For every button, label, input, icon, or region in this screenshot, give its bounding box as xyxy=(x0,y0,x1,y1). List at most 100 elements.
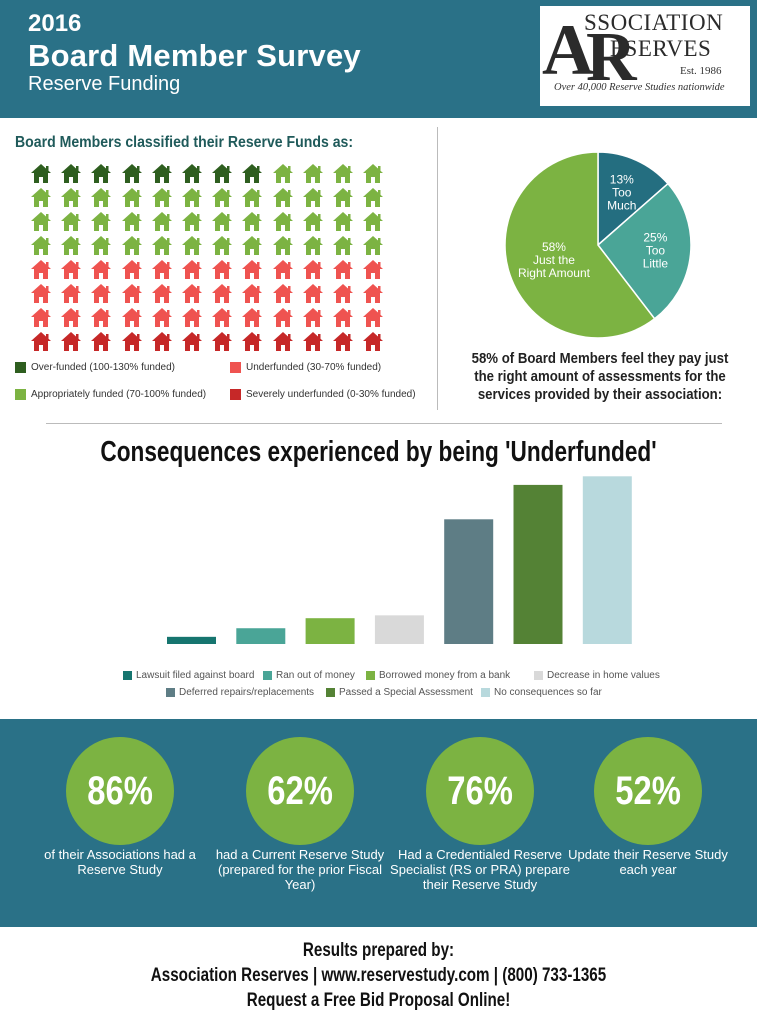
house-icon-under xyxy=(60,259,82,281)
legend-swatch xyxy=(230,362,241,373)
logo-initial-r: R xyxy=(586,19,638,96)
house-icon-appropriate xyxy=(211,187,233,209)
house-icon-appropriate xyxy=(272,187,294,209)
legend-swatch xyxy=(15,362,26,373)
footer-contact-link[interactable]: Association Reserves | www.reservestudy.… xyxy=(150,965,607,986)
logo-mark: A R xyxy=(542,10,638,96)
legend-over-funded: Over-funded (100-130% funded) xyxy=(15,362,175,373)
house-icon-appropriate xyxy=(362,163,384,185)
house-icon-appropriate xyxy=(211,211,233,233)
stat-text: of their Associations had a Reserve Stud… xyxy=(44,847,196,877)
house-icon-appropriate xyxy=(241,235,263,257)
house-icon-severe xyxy=(272,331,294,353)
legend-appropriately-funded: Appropriately funded (70-100% funded) xyxy=(15,389,206,400)
house-icon-severe xyxy=(90,331,112,353)
house-icon-appropriate xyxy=(332,163,354,185)
house-icon-appropriate xyxy=(151,211,173,233)
house-icon-under xyxy=(332,259,354,281)
bar-legend-label: Ran out of money xyxy=(276,670,355,681)
house-icon-appropriate xyxy=(211,235,233,257)
logo-tagline: Over 40,000 Reserve Studies nationwide xyxy=(554,82,725,93)
house-icon-under xyxy=(30,259,52,281)
bar-legend-label: No consequences so far xyxy=(494,687,602,698)
vertical-divider xyxy=(437,127,438,410)
house-icon-appropriate xyxy=(60,211,82,233)
header-banner: 2016 Board Member Survey Reserve Funding… xyxy=(0,0,757,118)
house-icon-appropriate xyxy=(332,211,354,233)
logo-line1: SSOCIATION xyxy=(584,10,724,35)
logo-line2: ESERVES xyxy=(610,36,712,61)
bar-legend-label: Borrowed money from a bank xyxy=(379,670,511,681)
house-icon-under xyxy=(302,283,324,305)
house-icon-appropriate xyxy=(302,235,324,257)
consequences-title: Consequences experienced by being 'Under… xyxy=(100,436,657,468)
page-title: Board Member Survey xyxy=(28,38,361,73)
stat-value: 76% xyxy=(447,768,513,813)
house-icon-severe xyxy=(181,331,203,353)
house-icon-appropriate xyxy=(30,187,52,209)
pie-slice-3 xyxy=(504,151,656,339)
legend-severely-underfunded: Severely underfunded (0-30% funded) xyxy=(230,389,416,400)
legend-swatch xyxy=(15,389,26,400)
house-icon-over xyxy=(60,163,82,185)
consequences-bar-chart xyxy=(167,476,632,644)
house-icon-severe xyxy=(151,331,173,353)
bar-legend-swatch xyxy=(326,688,335,697)
house-icon-appropriate xyxy=(362,235,384,257)
house-icon-under xyxy=(332,283,354,305)
house-icon-appropriate xyxy=(30,235,52,257)
house-icon-under xyxy=(272,283,294,305)
bar-legend-item-2: Ran out of money xyxy=(263,670,355,681)
pie-slice-1 xyxy=(597,151,669,247)
house-icon-under xyxy=(362,259,384,281)
house-icon-under xyxy=(30,283,52,305)
house-icon-severe xyxy=(332,331,354,353)
house-icon-appropriate xyxy=(302,163,324,185)
house-icon-under xyxy=(90,307,112,329)
bar-3 xyxy=(305,618,355,644)
stat-value: 62% xyxy=(267,768,333,813)
house-icon-under xyxy=(211,307,233,329)
house-icon-appropriate xyxy=(332,187,354,209)
house-icon-appropriate xyxy=(151,187,173,209)
footer-bid-proposal-link[interactable]: Request a Free Bid Proposal Online! xyxy=(246,990,511,1011)
house-icon-appropriate xyxy=(181,235,203,257)
bar-legend-item-4: Decrease in home values xyxy=(534,670,660,681)
house-icon-appropriate xyxy=(121,235,143,257)
association-reserves-logo[interactable]: A R SSOCIATION ESERVES Est. 1986 Over 40… xyxy=(540,6,750,106)
house-icon-appropriate xyxy=(362,211,384,233)
logo-initial-a: A xyxy=(542,10,594,90)
house-icon-appropriate xyxy=(302,211,324,233)
house-icon-under xyxy=(121,259,143,281)
footer-prepared-by: Results prepared by: xyxy=(302,940,455,961)
bar-5 xyxy=(444,519,494,644)
house-icon-under xyxy=(272,259,294,281)
stat-value: 52% xyxy=(615,768,681,813)
house-icon-appropriate xyxy=(272,211,294,233)
header-year: 2016 xyxy=(28,10,82,37)
house-icon-under xyxy=(302,307,324,329)
bar-4 xyxy=(374,615,424,644)
house-icon-under xyxy=(90,259,112,281)
house-icon-severe xyxy=(60,331,82,353)
house-icon-under xyxy=(60,283,82,305)
legend-underfunded: Underfunded (30-70% funded) xyxy=(230,362,381,373)
house-icon-appropriate xyxy=(241,211,263,233)
house-icon-appropriate xyxy=(332,235,354,257)
stat-circle: 62% xyxy=(246,737,354,845)
house-icon-over xyxy=(30,163,52,185)
pie-caption: 58% of Board Members feel they pay just … xyxy=(471,350,729,403)
house-icon-appropriate xyxy=(90,187,112,209)
house-icon-appropriate xyxy=(241,187,263,209)
house-icon-appropriate xyxy=(362,187,384,209)
house-icon-under xyxy=(151,259,173,281)
house-icon-appropriate xyxy=(151,235,173,257)
house-icon-appropriate xyxy=(30,211,52,233)
house-icon-under xyxy=(241,259,263,281)
house-icon-under xyxy=(181,307,203,329)
house-icon-under xyxy=(181,283,203,305)
house-icon-appropriate xyxy=(181,211,203,233)
bar-legend-item-3: Borrowed money from a bank xyxy=(366,670,510,681)
house-icon-under xyxy=(211,283,233,305)
house-icon-appropriate xyxy=(60,235,82,257)
